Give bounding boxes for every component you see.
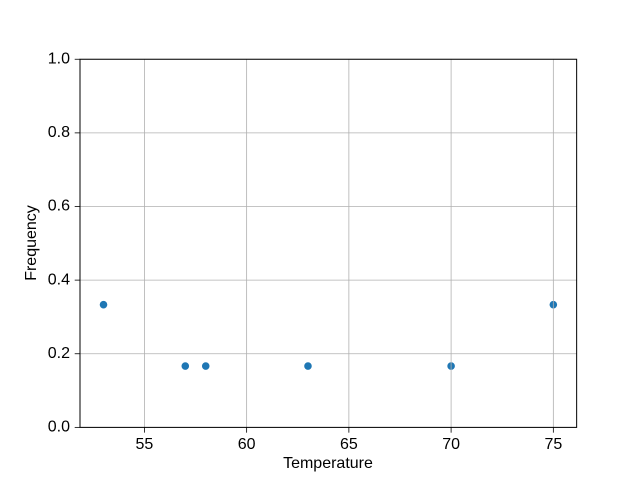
svg-text:Frequency: Frequency [23, 205, 40, 281]
svg-text:0.6: 0.6 [48, 198, 70, 215]
svg-text:65: 65 [340, 436, 358, 453]
svg-text:1.0: 1.0 [48, 50, 70, 67]
svg-text:Temperature: Temperature [283, 455, 373, 472]
svg-text:0.4: 0.4 [48, 271, 70, 288]
svg-text:0.0: 0.0 [48, 419, 70, 436]
svg-text:0.2: 0.2 [48, 345, 70, 362]
svg-text:55: 55 [136, 436, 154, 453]
svg-text:60: 60 [238, 436, 256, 453]
svg-text:0.8: 0.8 [48, 124, 70, 141]
svg-text:70: 70 [442, 436, 460, 453]
svg-text:75: 75 [544, 436, 562, 453]
